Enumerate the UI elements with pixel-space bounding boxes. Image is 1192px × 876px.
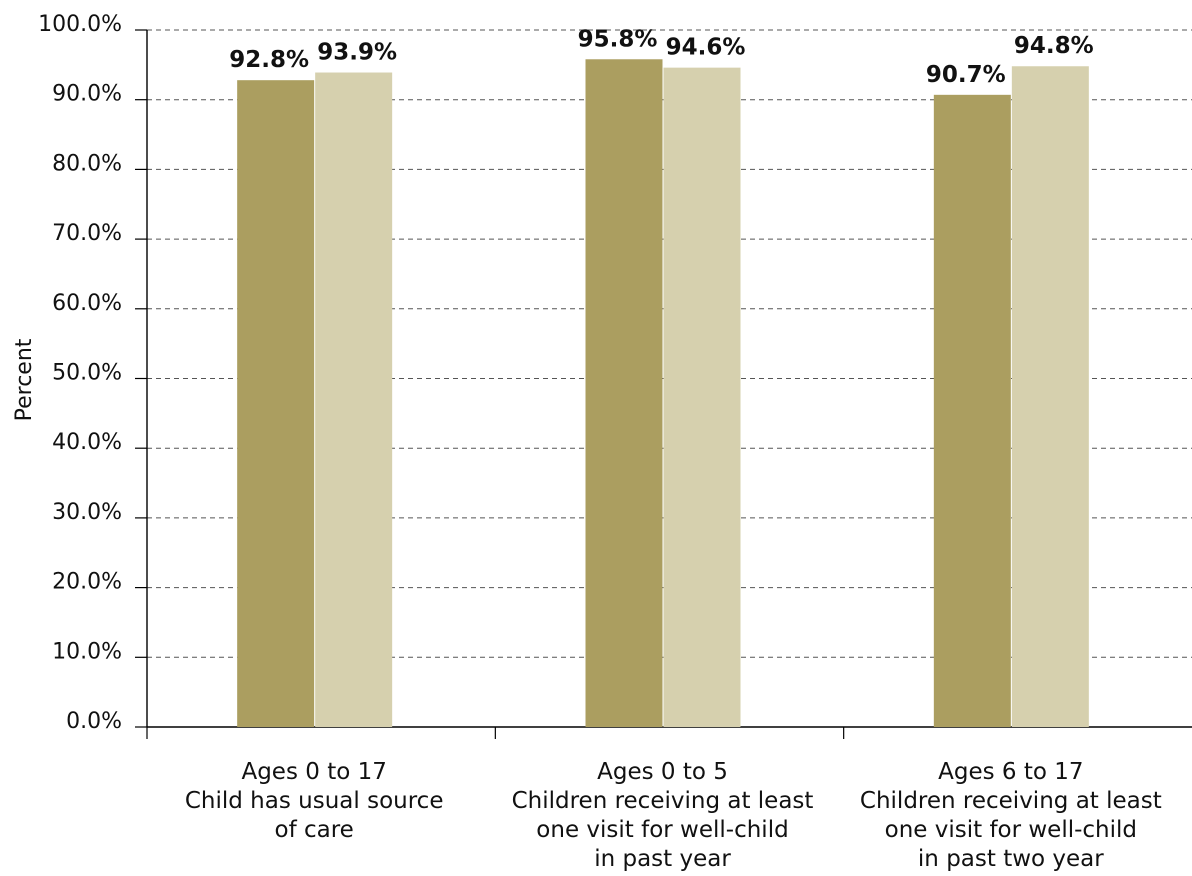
bar xyxy=(933,94,1011,728)
bar xyxy=(585,59,663,728)
y-tick-label: 60.0% xyxy=(52,291,122,316)
bar-value-label: 94.6% xyxy=(666,35,746,61)
x-category-label: in past year xyxy=(594,846,731,872)
x-category-label: Ages 0 to 17 xyxy=(241,759,386,785)
x-category-label: Children receiving at least xyxy=(860,788,1162,814)
y-tick-label: 90.0% xyxy=(52,82,122,107)
bar xyxy=(237,80,315,727)
bar xyxy=(1011,66,1089,727)
x-category-label: Child has usual source xyxy=(185,788,444,814)
x-category-label: in past two year xyxy=(918,846,1104,872)
y-tick-label: 30.0% xyxy=(52,500,122,525)
x-category-label: Children receiving at least xyxy=(512,788,814,814)
x-category-label: Ages 0 to 5 xyxy=(597,759,728,785)
y-axis-title: Percent xyxy=(12,338,37,421)
y-tick-label: 20.0% xyxy=(52,570,122,595)
x-category-label: one visit for well-child xyxy=(536,817,788,843)
x-category-label: of care xyxy=(275,817,354,843)
bar xyxy=(315,72,393,728)
bar-value-label: 90.7% xyxy=(926,62,1006,88)
y-tick-label: 50.0% xyxy=(52,361,122,386)
bar-value-label: 94.8% xyxy=(1014,33,1094,59)
bar-value-label: 92.8% xyxy=(229,47,309,73)
x-category-label: Ages 6 to 17 xyxy=(938,759,1083,785)
y-tick-label: 40.0% xyxy=(52,430,122,455)
bar-value-label: 95.8% xyxy=(578,26,658,52)
bar-value-label: 93.9% xyxy=(317,40,397,66)
y-tick-label: 100.0% xyxy=(38,12,122,37)
y-tick-label: 80.0% xyxy=(52,151,122,176)
y-tick-label: 70.0% xyxy=(52,221,122,246)
y-tick-label: 0.0% xyxy=(66,709,122,734)
bar xyxy=(663,67,741,727)
x-category-label: one visit for well-child xyxy=(885,817,1137,843)
y-tick-label: 10.0% xyxy=(52,639,122,664)
